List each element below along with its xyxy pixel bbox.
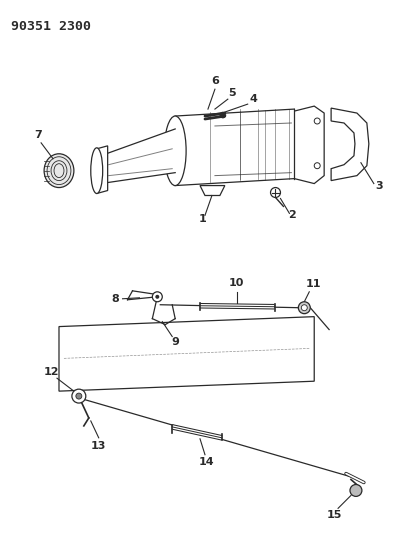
Polygon shape bbox=[101, 129, 175, 183]
Text: 3: 3 bbox=[375, 181, 383, 190]
Circle shape bbox=[314, 118, 320, 124]
Text: 90351 2300: 90351 2300 bbox=[11, 20, 91, 33]
Ellipse shape bbox=[91, 148, 103, 193]
Polygon shape bbox=[97, 146, 108, 193]
Polygon shape bbox=[200, 185, 225, 196]
Text: 13: 13 bbox=[91, 441, 107, 451]
Text: 15: 15 bbox=[326, 510, 342, 520]
Ellipse shape bbox=[164, 116, 186, 185]
Circle shape bbox=[156, 295, 159, 299]
Text: 4: 4 bbox=[250, 94, 258, 104]
Circle shape bbox=[152, 292, 162, 302]
Text: 6: 6 bbox=[211, 76, 219, 86]
Text: 1: 1 bbox=[199, 214, 207, 224]
Polygon shape bbox=[331, 108, 369, 181]
Circle shape bbox=[72, 389, 86, 403]
Circle shape bbox=[314, 163, 320, 168]
Text: 5: 5 bbox=[228, 88, 236, 98]
Text: 11: 11 bbox=[305, 279, 321, 289]
Circle shape bbox=[350, 484, 362, 496]
Circle shape bbox=[220, 112, 226, 118]
Circle shape bbox=[271, 188, 280, 198]
Text: 8: 8 bbox=[112, 294, 119, 304]
Circle shape bbox=[301, 305, 307, 311]
Polygon shape bbox=[175, 109, 294, 185]
Text: 2: 2 bbox=[288, 211, 296, 220]
Circle shape bbox=[298, 302, 310, 314]
Text: 12: 12 bbox=[43, 367, 59, 377]
Polygon shape bbox=[59, 317, 314, 391]
Ellipse shape bbox=[44, 154, 74, 188]
Polygon shape bbox=[294, 106, 324, 183]
Text: 9: 9 bbox=[171, 337, 179, 348]
Circle shape bbox=[76, 393, 82, 399]
Text: 7: 7 bbox=[34, 130, 42, 140]
Text: 14: 14 bbox=[199, 457, 215, 467]
Text: 10: 10 bbox=[229, 278, 245, 288]
